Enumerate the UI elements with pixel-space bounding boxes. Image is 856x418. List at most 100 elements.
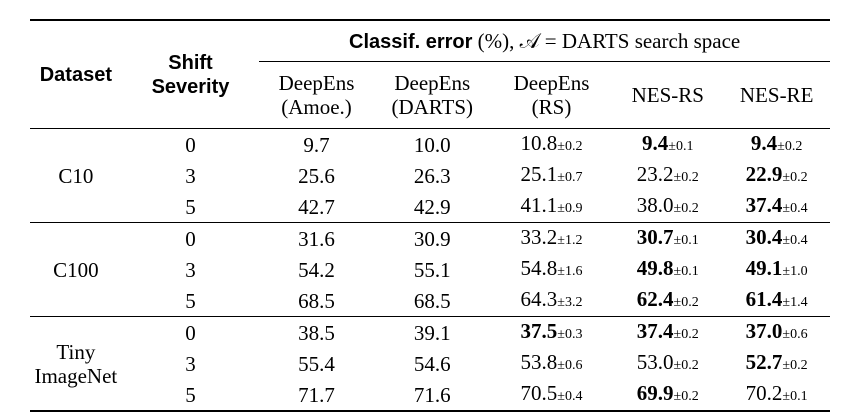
shift-cell: 5 <box>185 288 196 313</box>
error: ±1.0 <box>782 263 808 279</box>
value-cell: 10.8±0.2 <box>490 128 613 160</box>
value-cell: 71.7 <box>259 379 374 411</box>
value: 42.7 <box>298 194 335 219</box>
value-cell: 54.2 <box>259 254 374 285</box>
shift-cell: 3 <box>185 257 196 282</box>
text: Shift <box>168 51 213 74</box>
value: 68.5 <box>413 288 451 313</box>
value-cell: 39.1 <box>373 316 491 348</box>
error: ±0.1 <box>668 138 694 154</box>
value: 10.0 <box>413 132 451 157</box>
data-row: 5 68.5 68.5 64.3±3.2 62.4±0.2 61.4±1.4 <box>30 285 830 317</box>
value-cell: 31.6 <box>259 222 374 254</box>
value: 70.5 <box>520 380 558 405</box>
text: DeepEns <box>278 71 355 95</box>
shift-cell: 3 <box>185 163 196 188</box>
error: ±0.4 <box>557 388 583 404</box>
value: 30.7 <box>636 224 674 249</box>
value-cell: 37.4±0.2 <box>612 316 724 348</box>
column-header: DeepEns (RS) <box>491 62 613 129</box>
data-row: 3 55.4 54.6 53.8±0.6 53.0±0.2 52.7±0.2 <box>30 348 830 379</box>
text: ImageNet <box>34 363 118 388</box>
error: ±0.6 <box>557 357 583 373</box>
error: ±0.2 <box>673 388 699 404</box>
text: (Amoe.) <box>281 95 352 119</box>
value-cell: 9.4±0.1 <box>612 128 724 160</box>
value-cell: 64.3±3.2 <box>491 285 613 317</box>
value-cell: 23.2±0.2 <box>612 160 723 191</box>
value: 37.5 <box>520 318 558 343</box>
value-cell: 25.6 <box>259 160 374 191</box>
value: 62.4 <box>636 286 674 311</box>
text: DeepEns <box>394 71 471 95</box>
text: C10 <box>58 163 94 188</box>
value-cell: 70.2±0.1 <box>723 379 830 411</box>
value-cell: 62.4±0.2 <box>612 285 723 317</box>
value-cell: 55.1 <box>374 254 491 285</box>
value-cell: 41.1±0.9 <box>491 191 613 223</box>
error: ±0.2 <box>673 326 699 342</box>
table-body: C10 0 9.7 10.0 10.8±0.2 9.4±0.1 9.4±0.2 3 25.6 26… <box>30 128 830 411</box>
value-cell: 30.4±0.4 <box>723 222 830 254</box>
value: 68.5 <box>298 288 335 313</box>
value: 30.9 <box>413 226 451 251</box>
value-cell: 25.1±0.7 <box>491 160 613 191</box>
value-cell: 9.7 <box>259 128 374 160</box>
value: 30.4 <box>745 224 783 249</box>
value-cell: 37.0±0.6 <box>723 316 830 348</box>
text: (DARTS) <box>391 95 474 119</box>
value: 69.9 <box>636 380 674 405</box>
value-cell: 49.8±0.1 <box>612 254 723 285</box>
results-table: Dataset Shift Severity Classif. error (%)… <box>30 19 830 412</box>
error: ±0.6 <box>782 326 808 342</box>
text: NES-RE <box>739 83 814 107</box>
column-header: DeepEns (Amoe.) <box>259 62 374 129</box>
value: 54.2 <box>298 257 335 282</box>
value-cell: 42.7 <box>259 191 374 223</box>
data-row: Tiny ImageNet 0 38.5 39.1 37.5±0.3 37.4±0.2 37.… <box>30 316 830 411</box>
dataset-header: Dataset <box>30 20 122 129</box>
value-cell: 38.5 <box>259 316 374 348</box>
column-row: DeepEns (Amoe.) DeepEns (DARTS) DeepEns (RS) N… <box>30 62 830 129</box>
data-row: 3 25.6 26.3 25.1±0.7 23.2±0.2 22.9±0.2 <box>30 160 830 191</box>
column-header: DeepEns (DARTS) <box>374 62 491 129</box>
text: DeepEns <box>513 71 590 95</box>
value: 42.9 <box>413 194 451 219</box>
value: 53.0 <box>636 349 674 374</box>
value: 37.4 <box>745 192 783 217</box>
value: 71.7 <box>298 382 335 407</box>
shift-header: Shift Severity <box>122 20 260 129</box>
column-header: NES-RS <box>612 62 723 129</box>
value-cell: 68.5 <box>259 285 374 317</box>
dataset-cell: C100 <box>30 222 122 317</box>
shift-cell: 5 <box>185 382 196 407</box>
value-cell: 54.8±1.6 <box>491 254 613 285</box>
dataset-cell: C10 <box>30 128 122 223</box>
group-header: Classif. error (%), 𝒜 = DARTS search spa… <box>259 20 830 62</box>
value: 38.0 <box>636 192 674 217</box>
error: ±1.4 <box>782 294 808 310</box>
table-head: Dataset Shift Severity Classif. error (%)… <box>30 20 830 129</box>
value: 41.1 <box>520 192 558 217</box>
value: 23.2 <box>636 161 674 186</box>
column-header: NES-RE <box>723 62 830 129</box>
shift-cell: 0 <box>121 128 260 160</box>
value: 54.6 <box>413 351 451 376</box>
error: ±0.2 <box>673 357 699 373</box>
error: ±0.3 <box>557 326 583 342</box>
error: ±0.2 <box>673 200 699 216</box>
error: ±0.2 <box>777 138 803 154</box>
value: 9.4 <box>642 130 669 155</box>
value: 26.3 <box>413 163 451 188</box>
value: 37.0 <box>745 318 783 343</box>
value-cell: 52.7±0.2 <box>723 348 830 379</box>
shift-cell: 3 <box>185 351 196 376</box>
value: 10.8 <box>520 130 558 155</box>
value-cell: 54.6 <box>374 348 491 379</box>
error: ±0.2 <box>782 357 808 373</box>
data-row: 5 42.7 42.9 41.1±0.9 38.0±0.2 37.4±0.4 <box>30 191 830 223</box>
value: 53.8 <box>520 349 558 374</box>
value: 55.4 <box>298 351 335 376</box>
error: ±0.1 <box>673 263 699 279</box>
value-cell: 10.0 <box>373 128 491 160</box>
